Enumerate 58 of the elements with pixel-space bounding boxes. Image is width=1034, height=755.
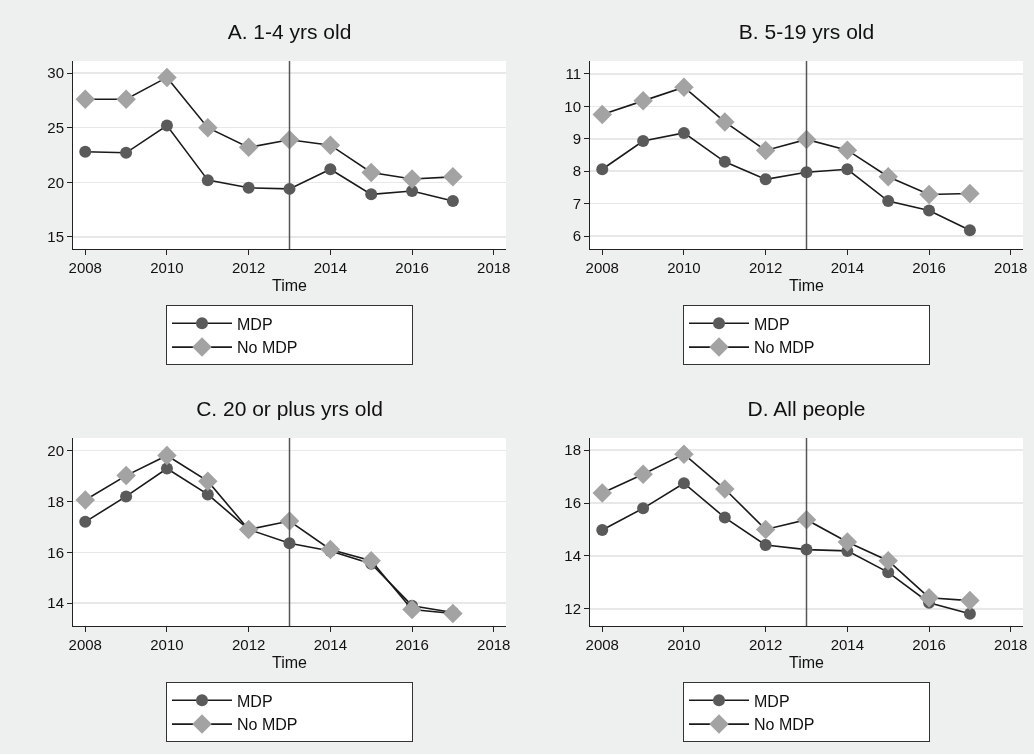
x-axis-title: Time (272, 653, 308, 671)
y-tick-label: 20 (47, 441, 64, 459)
y-tick-label: 18 (564, 441, 581, 459)
x-tick-label: 2008 (68, 259, 102, 276)
x-tick-label: 2016 (912, 636, 946, 653)
y-tick-label: 12 (564, 600, 581, 618)
x-tick-label: 2018 (994, 259, 1028, 276)
x-tick-label: 2008 (68, 636, 102, 653)
legend-label: MDP (754, 315, 790, 333)
y-tick-label: 20 (47, 173, 64, 191)
y-tick-label: 14 (564, 547, 581, 565)
x-tick-label: 2018 (477, 636, 511, 653)
x-tick-label: 2010 (150, 259, 184, 276)
chart-title: D. All people (747, 397, 866, 421)
y-tick-label: 18 (47, 492, 64, 510)
legend-label: MDP (237, 315, 273, 333)
y-tick-label: 16 (564, 494, 581, 512)
x-tick-label: 2018 (994, 636, 1028, 653)
x-tick-label: 2012 (231, 636, 266, 653)
legend-label: No MDP (237, 716, 298, 734)
y-tick-label: 30 (47, 64, 64, 82)
x-tick-label: 2008 (585, 636, 619, 653)
x-tick-label: 2014 (830, 636, 865, 653)
y-tick-label: 11 (565, 65, 581, 83)
legend-label: No MDP (237, 339, 298, 357)
x-tick-label: 2014 (313, 259, 348, 276)
chart-title: C. 20 or plus yrs old (196, 397, 383, 421)
y-tick-label: 14 (47, 594, 64, 612)
x-axis-title: Time (789, 653, 825, 671)
x-tick-label: 2010 (667, 636, 701, 653)
y-tick-label: 25 (47, 118, 64, 136)
x-tick-label: 2016 (395, 259, 429, 276)
x-tick-label: 2012 (748, 259, 783, 276)
y-tick-label: 8 (572, 162, 581, 180)
legend-label: MDP (754, 692, 790, 710)
chart-title: B. 5-19 yrs old (738, 20, 875, 44)
legend-label: MDP (237, 692, 273, 710)
legend-label: No MDP (754, 716, 815, 734)
y-tick-label: 15 (47, 228, 64, 246)
x-axis-title: Time (272, 276, 308, 294)
x-tick-label: 2012 (748, 636, 783, 653)
legend-label: No MDP (754, 339, 815, 357)
x-tick-label: 2010 (667, 259, 701, 276)
x-tick-label: 2014 (313, 636, 348, 653)
x-tick-label: 2014 (830, 259, 865, 276)
y-tick-label: 6 (572, 227, 581, 245)
x-axis-title: Time (789, 276, 825, 294)
x-tick-label: 2016 (395, 636, 429, 653)
y-tick-label: 7 (572, 194, 581, 212)
x-tick-label: 2012 (231, 259, 266, 276)
chart-title: A. 1-4 yrs old (227, 20, 352, 44)
x-tick-label: 2018 (477, 259, 511, 276)
x-tick-label: 2010 (150, 636, 184, 653)
y-tick-label: 9 (572, 130, 581, 148)
x-tick-label: 2016 (912, 259, 946, 276)
y-tick-label: 16 (47, 543, 64, 561)
y-tick-label: 10 (564, 97, 581, 115)
x-tick-label: 2008 (585, 259, 619, 276)
